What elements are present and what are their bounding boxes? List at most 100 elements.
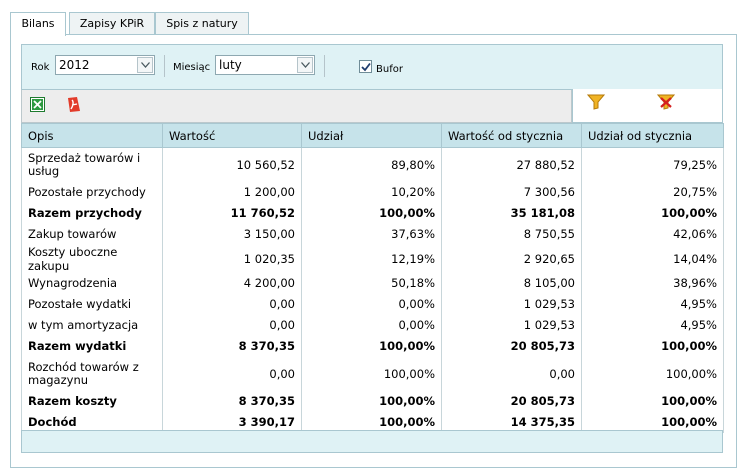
cell-udzial: 50,18%: [301, 272, 442, 294]
cell-udzial: 100,00%: [301, 356, 442, 391]
cell-wartosc-st: 1 029,53: [441, 293, 582, 315]
table-row[interactable]: Sprzedaż towarów i usług 10 560,52 89,80% 2…: [21, 147, 724, 182]
cell-udzial-st: 100,00%: [581, 202, 724, 224]
filter-toolbar: Rok 2012 Miesiąc luty Bufor: [21, 44, 723, 90]
cell-udzial-st: 4,95%: [581, 314, 724, 336]
cell-udzial: 100,00%: [301, 202, 442, 224]
chevron-down-icon[interactable]: [297, 57, 313, 73]
table-row[interactable]: w tym amortyzacja 0,00 0,00% 1 029,53 4,95%: [21, 314, 724, 336]
miesiac-select[interactable]: luty: [215, 55, 315, 75]
table-footer: [21, 430, 723, 453]
filter-icon[interactable]: [586, 94, 606, 113]
column-header-opis[interactable]: Opis: [21, 123, 163, 148]
cell-wartosc-st: 35 181,08: [441, 202, 582, 224]
toolbar-separator: [324, 55, 325, 77]
cell-udzial: 100,00%: [301, 335, 442, 357]
tab-zapisy-kpir[interactable]: Zapisy KPiR: [69, 12, 155, 34]
tab-bilans[interactable]: Bilans: [10, 12, 66, 36]
cell-opis: Razem przychody: [21, 202, 163, 224]
pdf-export-icon[interactable]: [66, 96, 82, 116]
cell-wartosc-st: 7 300,56: [441, 181, 582, 203]
cell-udzial-st: 4,95%: [581, 293, 724, 315]
cell-udzial-st: 20,75%: [581, 181, 724, 203]
cell-opis: Rozchód towarów z magazynu: [21, 356, 163, 391]
cell-wartosc-st: 0,00: [441, 356, 582, 391]
cell-opis: Sprzedaż towarów i usług: [21, 147, 163, 182]
excel-export-icon[interactable]: [30, 97, 45, 115]
column-header-udzial-od-stycznia[interactable]: Udział od stycznia: [581, 123, 724, 148]
bufor-label: Bufor: [376, 64, 403, 75]
rok-label: Rok: [31, 62, 50, 73]
cell-udzial: 0,00%: [301, 314, 442, 336]
bufor-checkbox[interactable]: [359, 60, 372, 73]
cell-wartosc-st: 8 105,00: [441, 272, 582, 294]
cell-wartosc: 8 370,35: [162, 390, 302, 412]
cell-opis: Zakup towarów: [21, 223, 163, 245]
cell-wartosc: 0,00: [162, 356, 302, 391]
cell-udzial-st: 100,00%: [581, 411, 724, 433]
cell-udzial-st: 100,00%: [581, 390, 724, 412]
cell-wartosc-st: 20 805,73: [441, 390, 582, 412]
rok-value: 2012: [59, 58, 90, 72]
cell-opis: Pozostałe wydatki: [21, 293, 163, 315]
cell-udzial-st: 79,25%: [581, 147, 724, 182]
column-header-wartosc[interactable]: Wartość: [162, 123, 302, 148]
table-header-row: Opis Wartość Udział Wartość od stycznia …: [21, 123, 724, 148]
cell-wartosc: 0,00: [162, 314, 302, 336]
table-row[interactable]: Rozchód towarów z magazynu 0,00 100,00% 0,0…: [21, 356, 724, 391]
cell-wartosc-st: 27 880,52: [441, 147, 582, 182]
filter-panel: [572, 89, 723, 123]
cell-udzial-st: 100,00%: [581, 335, 724, 357]
cell-opis: Dochód: [21, 411, 163, 433]
table-row[interactable]: Koszty uboczne zakupu 1 020,35 12,19% 2 920…: [21, 244, 724, 273]
cell-opis: Razem wydatki: [21, 335, 163, 357]
cell-opis: Razem koszty: [21, 390, 163, 412]
cell-udzial: 100,00%: [301, 390, 442, 412]
cell-udzial: 0,00%: [301, 293, 442, 315]
cell-udzial-st: 38,96%: [581, 272, 724, 294]
chevron-down-icon[interactable]: [137, 57, 153, 73]
cell-wartosc: 11 760,52: [162, 202, 302, 224]
table-row[interactable]: Pozostałe wydatki 0,00 0,00% 1 029,53 4,95%: [21, 293, 724, 315]
bilans-table: Opis Wartość Udział Wartość od stycznia …: [21, 123, 724, 433]
cell-wartosc-st: 2 920,65: [441, 244, 582, 273]
column-header-wartosc-od-stycznia[interactable]: Wartość od stycznia: [441, 123, 582, 148]
table-row[interactable]: Dochód 3 390,17 100,00% 14 375,35 100,00%: [21, 411, 724, 433]
cell-wartosc: 8 370,35: [162, 335, 302, 357]
table-row[interactable]: Pozostałe przychody 1 200,00 10,20% 7 300,5…: [21, 181, 724, 203]
cell-udzial: 12,19%: [301, 244, 442, 273]
cell-wartosc: 0,00: [162, 293, 302, 315]
miesiac-value: luty: [219, 58, 242, 72]
cell-wartosc-st: 14 375,35: [441, 411, 582, 433]
tab-spis-z-natury[interactable]: Spis z natury: [155, 12, 249, 34]
table-row[interactable]: Razem wydatki 8 370,35 100,00% 20 805,73 100…: [21, 335, 724, 357]
cell-opis: Koszty uboczne zakupu: [21, 244, 163, 273]
export-toolbar: [21, 90, 572, 123]
cell-wartosc-st: 8 750,55: [441, 223, 582, 245]
cell-udzial-st: 14,04%: [581, 244, 724, 273]
cell-udzial-st: 42,06%: [581, 223, 724, 245]
table-row[interactable]: Razem przychody 11 760,52 100,00% 35 181,08…: [21, 202, 724, 224]
table-row[interactable]: Razem koszty 8 370,35 100,00% 20 805,73 100,…: [21, 390, 724, 412]
cell-opis: Pozostałe przychody: [21, 181, 163, 203]
cell-wartosc: 10 560,52: [162, 147, 302, 182]
cell-wartosc: 1 020,35: [162, 244, 302, 273]
miesiac-label: Miesiąc: [173, 62, 211, 73]
cell-wartosc-st: 20 805,73: [441, 335, 582, 357]
cell-udzial-st: 100,00%: [581, 356, 724, 391]
table-row[interactable]: Zakup towarów 3 150,00 37,63% 8 750,55 42,06…: [21, 223, 724, 245]
cell-wartosc: 3 150,00: [162, 223, 302, 245]
cell-wartosc: 4 200,00: [162, 272, 302, 294]
toolbar-separator: [164, 55, 165, 77]
cell-udzial: 10,20%: [301, 181, 442, 203]
cell-opis: Wynagrodzenia: [21, 272, 163, 294]
table-body: Sprzedaż towarów i usług 10 560,52 89,80% 2…: [21, 147, 724, 433]
column-header-udzial[interactable]: Udział: [301, 123, 442, 148]
cell-opis: w tym amortyzacja: [21, 314, 163, 336]
rok-select[interactable]: 2012: [55, 55, 155, 75]
cell-wartosc-st: 1 029,53: [441, 314, 582, 336]
cell-udzial: 89,80%: [301, 147, 442, 182]
cell-wartosc: 1 200,00: [162, 181, 302, 203]
clear-filter-icon[interactable]: [656, 94, 676, 113]
table-row[interactable]: Wynagrodzenia 4 200,00 50,18% 8 105,00 38,96…: [21, 272, 724, 294]
